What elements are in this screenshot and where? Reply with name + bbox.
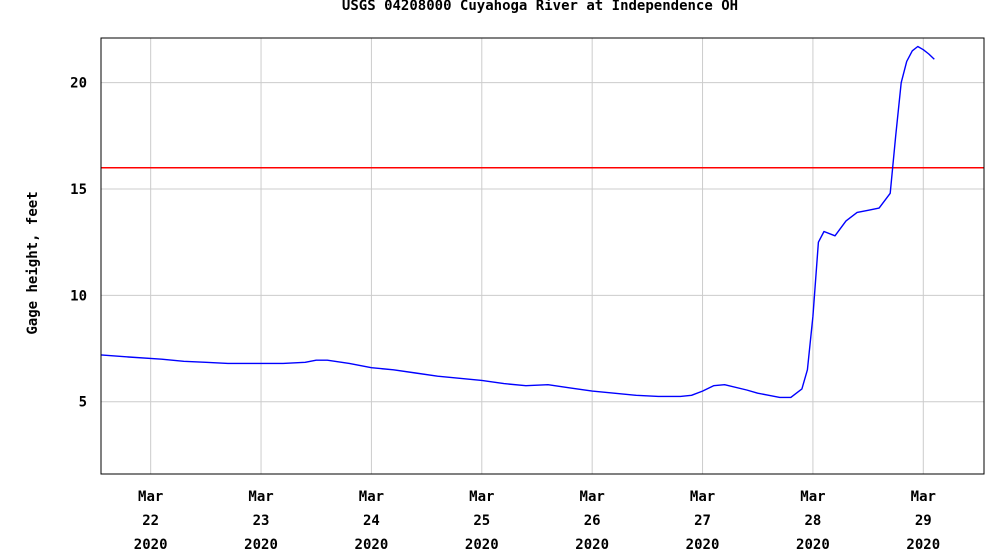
- y-tick-label: 20: [70, 76, 87, 92]
- y-axis-label: Gage height, feet: [25, 191, 41, 334]
- x-tick-label-month: Mar: [911, 489, 936, 505]
- x-tick-label-day: 24: [363, 513, 380, 529]
- x-tick-label-month: Mar: [138, 489, 163, 505]
- x-tick-label-year: 2020: [575, 537, 609, 553]
- chart-title: USGS 04208000 Cuyahoga River at Independ…: [342, 0, 738, 14]
- y-tick-label: 5: [79, 395, 87, 411]
- x-tick-label-day: 22: [142, 513, 159, 529]
- x-tick-label-year: 2020: [906, 537, 940, 553]
- gridlines: [101, 38, 984, 474]
- x-tick-label-month: Mar: [469, 489, 494, 505]
- x-tick-label-month: Mar: [248, 489, 273, 505]
- gage-height-line: [100, 45, 935, 399]
- y-tick-label: 15: [70, 182, 87, 198]
- x-tick-label-day: 27: [694, 513, 711, 529]
- plot-area: [100, 37, 985, 475]
- x-tick-label-day: 23: [253, 513, 270, 529]
- x-tick-label-year: 2020: [465, 537, 499, 553]
- x-tick-labels: Mar 22 2020 Mar 23 2020 Mar 24 2020 Mar 25 2020 Mar 2…: [134, 489, 940, 553]
- x-tick-label-day: 26: [584, 513, 601, 529]
- x-tick-label-day: 28: [804, 513, 821, 529]
- x-tick-label-month: Mar: [359, 489, 384, 505]
- y-tick-label: 10: [70, 288, 87, 304]
- x-tick-label-year: 2020: [355, 537, 389, 553]
- series-layer: [100, 45, 935, 399]
- x-tick-label-month: Mar: [580, 489, 605, 505]
- x-tick-label-year: 2020: [244, 537, 278, 553]
- y-tick-labels: 5 10 15 20: [70, 76, 87, 411]
- x-tick-label-day: 25: [473, 513, 490, 529]
- x-tick-label-year: 2020: [686, 537, 720, 553]
- x-tick-label-day: 29: [915, 513, 932, 529]
- x-tick-label-month: Mar: [690, 489, 715, 505]
- x-tick-label-year: 2020: [134, 537, 168, 553]
- x-tick-label-year: 2020: [796, 537, 830, 553]
- x-tick-label-month: Mar: [800, 489, 825, 505]
